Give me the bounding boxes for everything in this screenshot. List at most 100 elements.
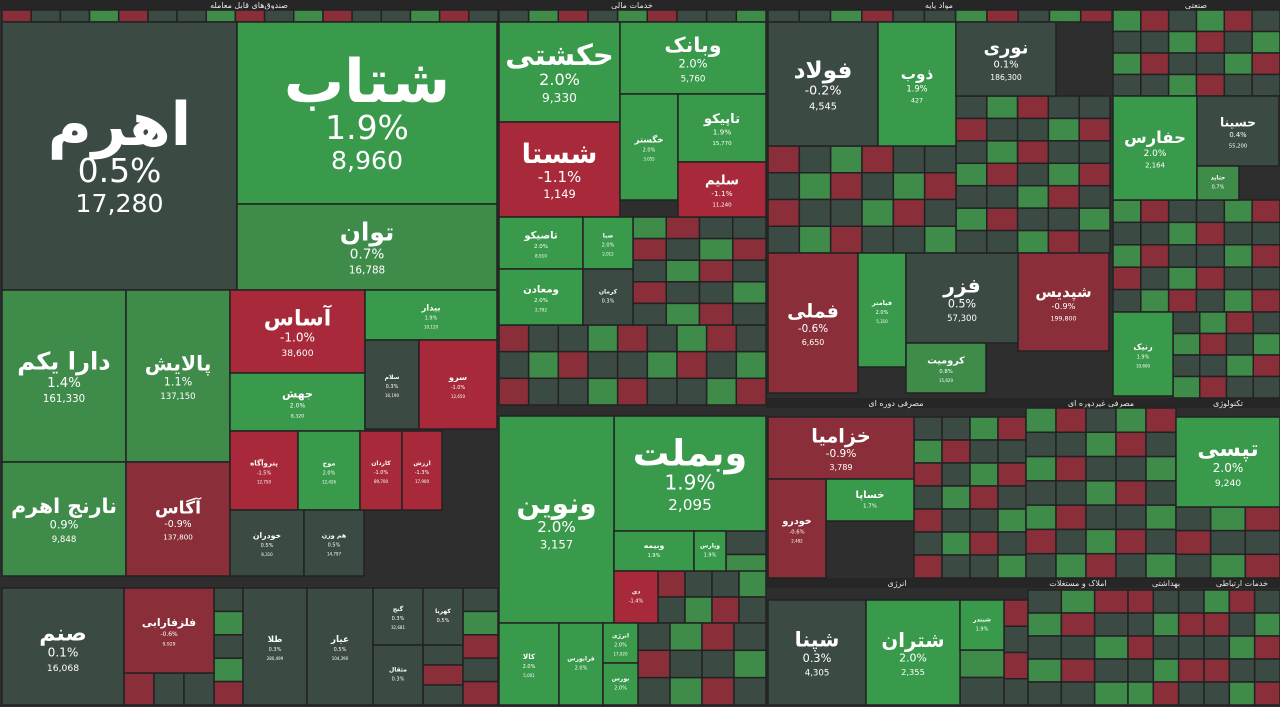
minor-tile[interactable] [468, 9, 499, 23]
minor-tile[interactable] [767, 145, 801, 174]
treemap-tile[interactable] [498, 268, 584, 326]
minor-tile[interactable] [829, 145, 863, 174]
minor-tile[interactable] [1055, 431, 1087, 458]
minor-tile[interactable] [705, 9, 738, 23]
minor-tile[interactable] [557, 377, 589, 406]
minor-tile[interactable] [923, 225, 957, 254]
minor-tile[interactable] [698, 281, 734, 305]
treemap-tile[interactable] [229, 289, 366, 374]
minor-tile[interactable] [986, 9, 1019, 23]
minor-tile[interactable] [941, 485, 971, 510]
minor-tile[interactable] [1152, 681, 1180, 706]
minor-tile[interactable] [1228, 635, 1256, 660]
minor-tile[interactable] [1048, 9, 1082, 23]
minor-tile[interactable] [997, 554, 1027, 579]
treemap-tile[interactable] [582, 268, 634, 326]
minor-tile[interactable] [986, 184, 1019, 209]
minor-tile[interactable] [1025, 455, 1057, 482]
minor-tile[interactable] [637, 676, 671, 706]
minor-tile[interactable] [892, 198, 926, 227]
minor-tile[interactable] [632, 302, 667, 326]
minor-tile[interactable] [587, 350, 619, 380]
minor-tile[interactable] [732, 237, 767, 261]
treemap-tile[interactable] [236, 21, 498, 205]
treemap-tile[interactable] [677, 161, 767, 218]
minor-tile[interactable] [322, 9, 353, 23]
minor-tile[interactable] [1251, 9, 1280, 33]
minor-tile[interactable] [632, 216, 667, 240]
minor-tile[interactable] [986, 229, 1019, 254]
minor-tile[interactable] [959, 649, 1005, 679]
minor-tile[interactable] [1016, 162, 1050, 187]
minor-tile[interactable] [1199, 311, 1228, 335]
minor-tile[interactable] [892, 225, 926, 254]
minor-tile[interactable] [1167, 266, 1198, 291]
treemap-tile[interactable] [229, 509, 305, 577]
minor-tile[interactable] [1025, 552, 1057, 579]
minor-tile[interactable] [422, 664, 464, 686]
minor-tile[interactable] [1003, 625, 1029, 654]
treemap-tile[interactable] [229, 430, 299, 511]
minor-tile[interactable] [153, 672, 185, 706]
minor-tile[interactable] [234, 9, 266, 23]
minor-tile[interactable] [123, 672, 155, 706]
minor-tile[interactable] [986, 162, 1019, 187]
minor-tile[interactable] [632, 259, 667, 283]
minor-tile[interactable] [1177, 658, 1205, 683]
minor-tile[interactable] [997, 439, 1027, 464]
minor-tile[interactable] [1060, 612, 1096, 637]
minor-tile[interactable] [698, 302, 734, 326]
minor-tile[interactable] [665, 259, 701, 283]
minor-tile[interactable] [1025, 480, 1057, 506]
minor-tile[interactable] [1253, 635, 1280, 660]
minor-tile[interactable] [711, 596, 740, 624]
minor-tile[interactable] [1085, 431, 1117, 458]
treemap-tile[interactable] [1196, 165, 1240, 201]
minor-tile[interactable] [1003, 599, 1029, 627]
treemap-tile[interactable] [857, 252, 907, 368]
minor-tile[interactable] [1195, 73, 1226, 97]
minor-tile[interactable] [587, 9, 619, 23]
minor-tile[interactable] [1112, 244, 1142, 268]
minor-tile[interactable] [1078, 95, 1111, 120]
minor-tile[interactable] [1195, 288, 1226, 313]
minor-tile[interactable] [1027, 612, 1063, 637]
minor-tile[interactable] [1078, 162, 1111, 187]
minor-tile[interactable] [767, 172, 801, 201]
minor-tile[interactable] [1055, 504, 1087, 531]
minor-tile[interactable] [1195, 199, 1226, 224]
minor-tile[interactable] [1145, 407, 1177, 434]
minor-tile[interactable] [941, 531, 971, 556]
minor-tile[interactable] [616, 350, 649, 380]
minor-tile[interactable] [941, 416, 971, 441]
minor-tile[interactable] [1127, 589, 1155, 614]
minor-tile[interactable] [1177, 681, 1205, 706]
minor-tile[interactable] [462, 587, 499, 613]
minor-tile[interactable] [1167, 30, 1198, 54]
minor-tile[interactable] [955, 140, 988, 165]
minor-tile[interactable] [705, 350, 738, 380]
minor-tile[interactable] [1047, 117, 1080, 142]
minor-tile[interactable] [1140, 199, 1170, 224]
minor-tile[interactable] [955, 117, 988, 142]
minor-tile[interactable] [1027, 589, 1063, 614]
minor-tile[interactable] [861, 145, 895, 174]
minor-tile[interactable] [462, 610, 499, 636]
minor-tile[interactable] [1078, 140, 1111, 165]
minor-tile[interactable] [1172, 332, 1201, 356]
minor-tile[interactable] [732, 281, 767, 305]
minor-tile[interactable] [293, 9, 324, 23]
minor-tile[interactable] [732, 302, 767, 326]
minor-tile[interactable] [1177, 589, 1205, 614]
minor-tile[interactable] [263, 9, 295, 23]
minor-tile[interactable] [969, 485, 999, 510]
minor-tile[interactable] [1140, 244, 1170, 268]
minor-tile[interactable] [1016, 95, 1050, 120]
minor-tile[interactable] [1199, 332, 1228, 356]
minor-tile[interactable] [1223, 30, 1253, 54]
minor-tile[interactable] [1145, 528, 1177, 555]
treemap-tile[interactable] [613, 530, 695, 572]
minor-tile[interactable] [1025, 504, 1057, 531]
minor-tile[interactable] [798, 145, 832, 174]
minor-tile[interactable] [1016, 140, 1050, 165]
